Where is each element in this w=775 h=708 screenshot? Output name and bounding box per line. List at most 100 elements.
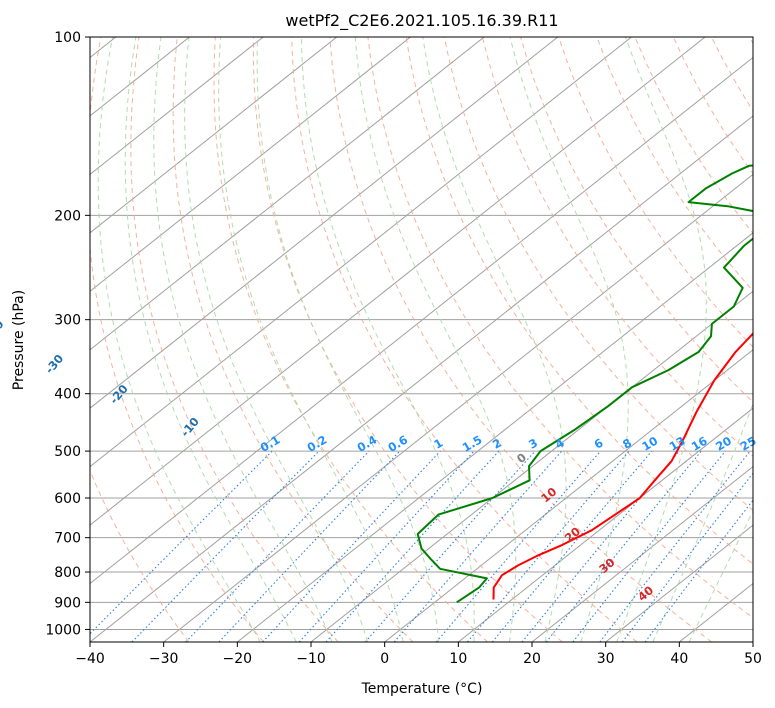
x-axis-label: Temperature (°C) — [361, 681, 483, 697]
mixing-ratio-line — [545, 450, 702, 642]
dry-adiabat-line — [596, 37, 753, 292]
mixing-ratio-label: 10 — [639, 434, 660, 454]
dry-adiabat-line — [481, 37, 753, 457]
isotherm-line — [605, 524, 753, 642]
moist-adiabat-line — [256, 37, 439, 642]
dry-adiabat-label: -30 — [42, 352, 66, 377]
mixing-ratio-line — [325, 450, 500, 642]
isotherm-line — [90, 37, 411, 292]
y-tick-label: 700 — [54, 531, 81, 547]
moist-adiabat-label: 30 — [596, 555, 617, 576]
moist-adiabat-line — [688, 510, 753, 642]
dry-adiabat-line — [172, 37, 414, 642]
mixing-ratio-label: 4 — [553, 436, 567, 452]
mixing-ratio-line — [491, 450, 653, 642]
isotherm-line — [90, 37, 632, 468]
chart-title: wetPf2_C2E6.2021.105.16.39.R11 — [285, 11, 558, 31]
mixing-ratio-line — [364, 450, 536, 642]
x-tick-label: 0 — [380, 651, 389, 667]
mixing-ratio-line — [621, 472, 753, 642]
isotherm-line — [531, 465, 753, 642]
moist-adiabat-line — [97, 37, 261, 642]
plot-data — [416, 164, 753, 604]
isotherm-line — [90, 37, 706, 526]
dry-adiabat-line — [367, 37, 753, 619]
temperature-line — [492, 332, 753, 600]
x-tick-label: −20 — [223, 651, 253, 667]
y-tick-label: 200 — [54, 208, 81, 224]
moist-adiabat-line — [184, 37, 369, 642]
mixing-ratio-label: 13 — [667, 434, 688, 454]
isotherm-line — [90, 37, 264, 176]
dry-adiabat-line — [90, 37, 264, 642]
y-axis-ticks: 100 200 300 400 500 600 700 800 900 1000 — [45, 30, 90, 638]
isotherm-line — [90, 37, 338, 234]
x-tick-label: 30 — [597, 651, 615, 667]
isotherm-line — [90, 37, 559, 409]
plot-background-lines — [90, 37, 753, 642]
dry-adiabat-line — [329, 37, 713, 642]
mixing-ratio-line — [262, 450, 441, 642]
mixing-ratio-line — [521, 450, 680, 642]
isotherm-line — [90, 37, 485, 351]
moist-adiabat-line — [153, 37, 333, 642]
y-tick-label: 400 — [54, 387, 81, 403]
moist-adiabat-line — [124, 37, 297, 642]
isotherm-line — [90, 56, 753, 585]
mixing-ratio-line — [218, 450, 401, 642]
dry-adiabat-label: -40 — [0, 317, 7, 342]
moist-adiabat-line — [422, 37, 567, 642]
dry-adiabat-line — [443, 37, 753, 511]
y-axis-label: Pressure (hPa) — [11, 290, 27, 390]
mixing-ratio-line — [467, 450, 630, 642]
isotherm-line — [679, 582, 753, 642]
y-tick-label: 600 — [54, 491, 81, 507]
y-tick-label: 100 — [54, 30, 81, 46]
mixing-ratio-line — [185, 450, 370, 642]
y-tick-label: 300 — [54, 313, 81, 329]
x-axis-ticks: −40 −30 −20 −10 0 10 20 30 40 50 — [75, 642, 762, 667]
isotherm-line — [237, 232, 753, 642]
mixing-ratio-line — [435, 450, 602, 642]
dry-adiabat-line — [710, 37, 753, 112]
mixing-ratio-line — [131, 450, 320, 642]
x-tick-label: −10 — [296, 651, 326, 667]
mixing-ratio-label: 2 — [490, 436, 504, 452]
moist-adiabat-line — [652, 402, 753, 642]
dry-adiabat-line — [90, 469, 190, 642]
mixing-ratio-label: 3 — [526, 436, 540, 452]
mixing-ratio-line — [393, 450, 563, 642]
dry-adiabat-label: -10 — [178, 415, 202, 440]
plot-frame — [89, 36, 754, 643]
mixing-ratio-label: 16 — [689, 434, 710, 454]
dewpoint-line — [416, 164, 753, 604]
x-tick-label: 20 — [523, 651, 541, 667]
mixing-ratio-line — [90, 450, 273, 635]
x-tick-label: 10 — [449, 651, 467, 667]
x-tick-label: −40 — [75, 651, 105, 667]
moist-adiabat-line — [354, 37, 517, 642]
isotherm-line — [310, 290, 753, 642]
y-tick-label: 900 — [54, 595, 81, 611]
isotherm-line — [90, 115, 753, 642]
y-tick-label: 500 — [54, 444, 81, 460]
isotherm-line — [752, 641, 753, 642]
mixing-ratio-label: 20 — [713, 434, 734, 454]
mixing-ratio-line — [572, 450, 726, 642]
moist-adiabat-label: 40 — [635, 583, 656, 604]
moist-adiabat-line — [616, 37, 707, 642]
mixing-ratio-line — [644, 499, 753, 642]
dry-adiabat-label: -20 — [107, 382, 131, 407]
mixing-ratio-label: 6 — [592, 436, 606, 452]
mixing-ratio-label: 8 — [620, 436, 634, 452]
dry-adiabat-line — [672, 37, 753, 175]
isotherm-line — [458, 407, 753, 642]
moist-adiabat-line — [300, 37, 475, 642]
dry-adiabat-line — [252, 37, 563, 642]
dry-adiabat-line — [130, 37, 339, 642]
dry-adiabat-line — [291, 37, 638, 642]
y-tick-label: 800 — [54, 565, 81, 581]
x-tick-label: −30 — [149, 651, 179, 667]
x-tick-label: 50 — [744, 651, 762, 667]
